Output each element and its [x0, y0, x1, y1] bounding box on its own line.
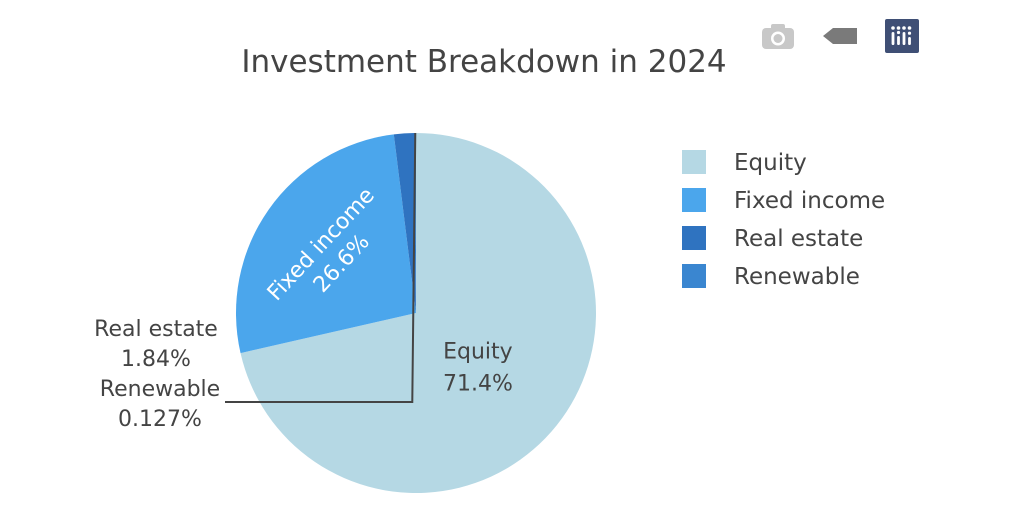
- slice-label-renewable: Renewable: [100, 377, 220, 402]
- renewable-leader-line: [225, 132, 417, 403]
- legend-label-renewable[interactable]: Renewable: [734, 264, 860, 290]
- slice-percent-real-estate: 1.84%: [121, 347, 191, 372]
- slice-label-real-estate: Real estate: [94, 317, 218, 342]
- chart-title: Investment Breakdown in 2024: [241, 44, 726, 80]
- slice-percent-renewable: 0.127%: [118, 407, 202, 432]
- legend-swatch-renewable[interactable]: [682, 264, 706, 288]
- legend-swatch-fixed-income[interactable]: [682, 188, 706, 212]
- camera-button[interactable]: [760, 18, 796, 54]
- pie-slice-fixed-income[interactable]: [236, 134, 416, 354]
- camera-icon: [762, 24, 794, 49]
- slice-percent-equity: 71.4%: [443, 371, 513, 396]
- plotly-logo-icon: [885, 19, 919, 53]
- modebar: [760, 18, 920, 54]
- legend-swatch-real-estate[interactable]: [682, 226, 706, 250]
- slice-label-equity: Equity: [443, 339, 513, 364]
- tag-icon: [823, 28, 857, 44]
- hover-compare-button[interactable]: [822, 18, 858, 54]
- pie-slices: [236, 133, 596, 493]
- legend-label-fixed-income[interactable]: Fixed income: [734, 188, 885, 214]
- legend: Equity Fixed income Real estate Renewable: [682, 150, 885, 290]
- pie-slice-real-estate[interactable]: [393, 133, 416, 313]
- legend-swatch-equity[interactable]: [682, 150, 706, 174]
- legend-label-real-estate[interactable]: Real estate: [734, 226, 863, 252]
- legend-label-equity[interactable]: Equity: [734, 150, 807, 176]
- plotly-logo-button[interactable]: [884, 18, 920, 54]
